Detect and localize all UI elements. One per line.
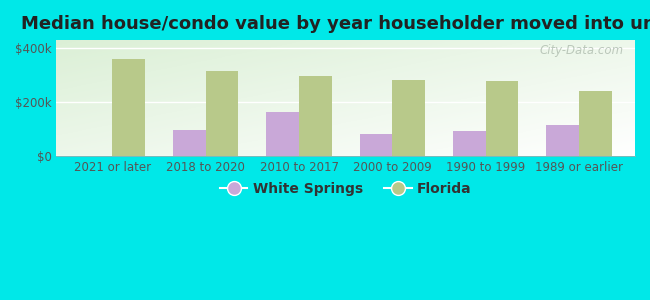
Bar — [206, 71, 239, 156]
Bar — [393, 80, 425, 156]
Bar — [579, 91, 612, 156]
Text: City-Data.com: City-Data.com — [540, 44, 623, 57]
Legend: White Springs, Florida: White Springs, Florida — [214, 177, 477, 202]
Bar — [359, 134, 393, 156]
Bar — [173, 130, 206, 156]
Bar — [112, 59, 145, 156]
Bar — [299, 76, 332, 156]
Bar — [486, 81, 518, 156]
Bar — [266, 112, 299, 156]
Bar — [547, 125, 579, 156]
Title: Median house/condo value by year householder moved into unit: Median house/condo value by year househo… — [21, 15, 650, 33]
Bar — [453, 131, 486, 156]
